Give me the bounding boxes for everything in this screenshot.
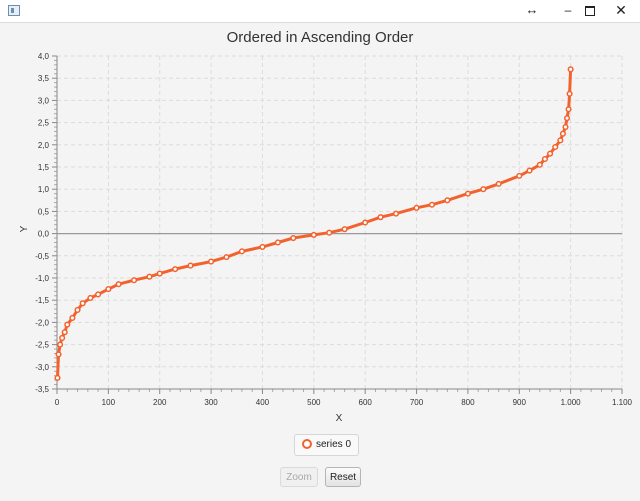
data-point (563, 115, 571, 122)
data-point (377, 214, 384, 221)
y-tick-label: 1,0 (38, 185, 50, 194)
x-axis-label: X (336, 413, 343, 424)
y-tick-label: 3,0 (38, 96, 50, 105)
data-point (146, 273, 153, 280)
y-tick-label: 4,0 (38, 52, 50, 61)
minimize-button[interactable]: – (564, 3, 572, 17)
y-tick-label: -3,0 (35, 363, 49, 372)
y-tick-label: 2,5 (38, 119, 50, 128)
chart-title: Ordered in Ascending Order (226, 29, 414, 46)
data-point (61, 329, 68, 336)
x-tick-label: 400 (256, 398, 270, 407)
data-point (480, 186, 487, 193)
data-point (536, 161, 543, 168)
data-point (341, 226, 348, 233)
data-point (516, 172, 523, 179)
data-point (259, 243, 266, 250)
x-tick-label: 700 (410, 398, 424, 407)
y-tick-label: 3,5 (38, 74, 50, 83)
data-point (79, 300, 86, 307)
data-point (495, 180, 502, 187)
data-point (444, 197, 451, 204)
app-icon (8, 5, 20, 16)
x-tick-label: 1.000 (561, 398, 582, 407)
data-point (64, 321, 71, 328)
y-tick-label: 1,5 (38, 163, 50, 172)
y-tick-label: -2,0 (35, 318, 49, 327)
y-tick-label: 2,0 (38, 141, 50, 150)
data-point (566, 90, 573, 97)
window-titlebar: ↔ – ✕ (0, 0, 640, 23)
data-point (55, 351, 62, 358)
chart-axes (52, 55, 623, 394)
data-point (310, 231, 317, 238)
data-point (362, 219, 369, 226)
y-tick-label: -2,5 (35, 341, 49, 350)
data-point (557, 137, 564, 144)
x-tick-label: 0 (55, 398, 60, 407)
data-point (59, 334, 66, 341)
resize-icon[interactable]: ↔ (525, 2, 539, 17)
data-point (526, 167, 533, 174)
data-point (223, 254, 230, 261)
data-point (428, 201, 436, 208)
chart-legend: series 0 (294, 434, 360, 456)
data-point (238, 248, 245, 255)
data-point (562, 123, 569, 131)
y-tick-label: -1,5 (35, 296, 49, 305)
data-point (105, 286, 112, 293)
data-point (69, 314, 76, 322)
close-button[interactable]: ✕ (615, 2, 627, 18)
x-tick-label: 200 (153, 398, 167, 407)
chart-grid (56, 55, 623, 390)
x-tick-label: 1.100 (612, 398, 633, 407)
legend-symbol-icon (302, 439, 312, 449)
x-tick-label: 600 (359, 398, 373, 407)
chart-tick-labels: -3,5 -3,0 -2,5 -2,0 -1,5 -1,0 -0,5 0,0 0,5 1,0 1,5… (35, 52, 632, 407)
y-axis-label: Y (19, 225, 30, 232)
x-tick-label: 900 (513, 398, 527, 407)
x-tick-label: 500 (307, 398, 321, 407)
y-tick-label: -0,5 (35, 252, 49, 261)
data-point (547, 150, 554, 157)
y-tick-label: 0,0 (38, 230, 50, 239)
data-point (130, 277, 138, 284)
data-point (187, 262, 194, 269)
data-point (552, 143, 559, 151)
data-point (57, 341, 64, 348)
data-point (74, 306, 81, 314)
maximize-button[interactable] (576, 0, 604, 22)
x-tick-label: 800 (461, 398, 475, 407)
data-point (541, 155, 549, 163)
reset-button[interactable]: Reset (325, 467, 361, 487)
maximize-icon (585, 6, 595, 16)
data-point (274, 239, 281, 246)
data-point (172, 266, 179, 273)
x-tick-label: 100 (102, 398, 116, 407)
y-tick-label: -1,0 (35, 274, 49, 283)
x-tick-label: 300 (204, 398, 218, 407)
data-point (567, 66, 574, 73)
data-point (156, 270, 163, 277)
chart-series (54, 66, 574, 381)
data-point (464, 190, 471, 197)
data-point (115, 281, 122, 288)
data-point (392, 210, 400, 217)
y-tick-label: 0,5 (38, 207, 50, 216)
data-point (290, 234, 297, 242)
zoom-button[interactable]: Zoom (280, 467, 318, 487)
data-point (208, 258, 215, 265)
data-point (559, 130, 566, 137)
data-point (565, 106, 572, 113)
data-point (87, 294, 94, 302)
data-point (54, 374, 61, 381)
data-point (326, 229, 333, 236)
y-tick-label: -3,5 (35, 385, 49, 394)
data-point (95, 291, 102, 298)
data-point (413, 204, 420, 211)
legend-label: series 0 (316, 439, 352, 450)
